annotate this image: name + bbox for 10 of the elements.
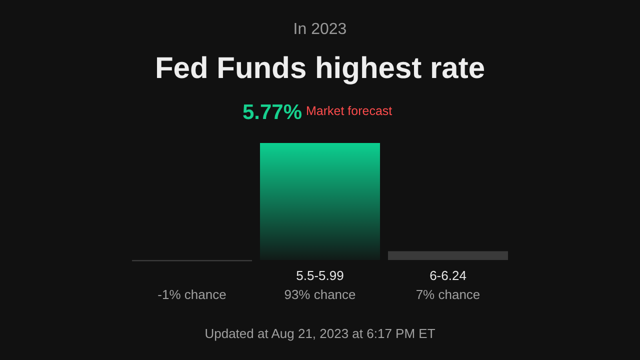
data-label: 93% chance: [284, 287, 356, 302]
chart-subtitle: In 2023: [293, 21, 347, 38]
text: Market forecast: [306, 104, 393, 118]
chart-title: Fed Funds highest rate: [154, 52, 486, 85]
text: Updated at Aug 21, 2023 at 6:17 PM ET: [204, 326, 436, 341]
data-label: -1% chance: [158, 287, 226, 302]
text: 5.77%: [242, 101, 302, 124]
data-label: 7% chance: [416, 287, 480, 302]
x-tick-label: 6-6.24: [430, 268, 466, 283]
x-tick-label: 5.5-5.99: [296, 268, 344, 283]
